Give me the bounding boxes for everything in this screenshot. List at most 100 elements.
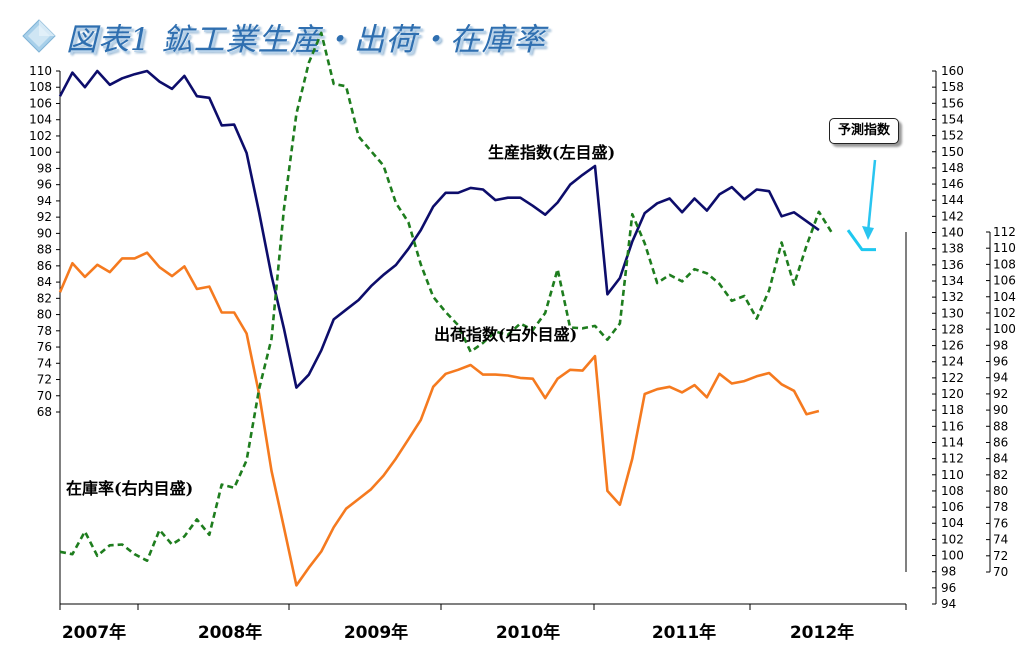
right-outer-axis-tick-label: 98 xyxy=(941,565,956,579)
right-inner-axis-tick-label: 82 xyxy=(993,468,1008,482)
right-outer-axis-tick-label: 146 xyxy=(941,177,964,191)
right-outer-axis-tick-label: 104 xyxy=(941,516,964,530)
right-outer-axis-tick-label: 130 xyxy=(941,306,964,320)
x-axis-year-label: 2010年 xyxy=(496,622,560,643)
right-outer-axis-tick-label: 106 xyxy=(941,500,964,514)
left-axis-tick-label: 106 xyxy=(29,96,52,110)
right-outer-axis-tick-label: 152 xyxy=(941,129,964,143)
right-inner-axis-tick-label: 104 xyxy=(993,290,1016,304)
right-outer-axis-tick-label: 140 xyxy=(941,226,964,240)
right-inner-axis-tick-label: 88 xyxy=(993,419,1008,433)
left-axis-tick-label: 78 xyxy=(37,324,52,338)
left-axis-tick-label: 98 xyxy=(37,161,52,175)
right-inner-axis-tick-label: 106 xyxy=(993,274,1016,288)
right-outer-axis-tick-label: 112 xyxy=(941,452,964,466)
right-outer-axis-tick-label: 126 xyxy=(941,339,964,353)
left-axis-tick-label: 82 xyxy=(37,291,52,305)
left-axis-tick-label: 88 xyxy=(37,243,52,257)
chart-title-text: 図表1 鉱工業生産・出荷・在庫率 xyxy=(66,21,546,58)
right-outer-axis-tick-label: 96 xyxy=(941,581,956,595)
right-outer-axis-tick-label: 110 xyxy=(941,468,964,482)
right-inner-axis-tick-label: 78 xyxy=(993,500,1008,514)
right-outer-axis-tick-label: 156 xyxy=(941,96,964,110)
right-inner-axis-tick-label: 112 xyxy=(993,225,1016,239)
left-axis-tick-label: 104 xyxy=(29,113,52,127)
x-axis-year-label: 2008年 xyxy=(198,622,262,643)
right-inner-axis-tick-label: 76 xyxy=(993,516,1008,530)
x-axis-year-label: 2011年 xyxy=(652,622,716,643)
left-axis-tick-label: 86 xyxy=(37,259,52,273)
right-inner-axis-tick-label: 86 xyxy=(993,435,1008,449)
left-axis-tick-label: 90 xyxy=(37,226,52,240)
right-inner-axis-tick-label: 92 xyxy=(993,387,1008,401)
left-axis-tick-label: 68 xyxy=(37,405,52,419)
left-axis-tick-label: 102 xyxy=(29,129,52,143)
right-inner-axis-tick-label: 110 xyxy=(993,241,1016,255)
inventory-line xyxy=(59,31,833,563)
series-labels: 生産指数(左目盛) 出荷指数(右外目盛) 在庫率(右内目盛) xyxy=(66,143,877,498)
right-outer-axis-tick-label: 118 xyxy=(941,403,964,417)
x-axis-year-label: 2007年 xyxy=(62,622,126,643)
left-axis-tick-label: 92 xyxy=(37,210,52,224)
shipments-line xyxy=(58,251,820,587)
production-line xyxy=(58,69,820,389)
left-axis-tick-label: 94 xyxy=(37,194,52,208)
right-outer-axis-tick-label: 142 xyxy=(941,209,964,223)
right-inner-axis-tick-label: 74 xyxy=(993,533,1008,547)
right-inner-axis-tick-label: 96 xyxy=(993,355,1008,369)
left-axis-tick-label: 80 xyxy=(37,308,52,322)
right-inner-axis-tick-label: 94 xyxy=(993,371,1008,385)
left-axis-tick-label: 84 xyxy=(37,275,52,289)
forecast-callout: 予測指数 xyxy=(829,118,899,144)
right-outer-axis-tick-label: 132 xyxy=(941,290,964,304)
right-inner-axis-tick-label: 98 xyxy=(993,338,1008,352)
right-inner-axis-tick-label: 84 xyxy=(993,452,1008,466)
right-outer-axis-tick-label: 108 xyxy=(941,484,964,498)
right-outer-axis-tick-label: 114 xyxy=(941,435,964,449)
right-outer-axis-tick-label: 150 xyxy=(941,145,964,159)
right-outer-axis-tick-label: 138 xyxy=(941,242,964,256)
x-axis-year-label: 2012年 xyxy=(790,622,854,643)
right-inner-axis-tick-label: 72 xyxy=(993,549,1008,563)
plot-area xyxy=(58,31,876,587)
left-axis-tick-label: 108 xyxy=(29,80,52,94)
left-axis-tick-label: 74 xyxy=(37,356,52,370)
left-axis-tick-label: 96 xyxy=(37,178,52,192)
right-outer-axis-tick-label: 160 xyxy=(941,64,964,78)
right-outer-axis-tick-label: 128 xyxy=(941,322,964,336)
inventory-series-label: 在庫率(右内目盛) xyxy=(66,479,193,498)
right-outer-axis-tick-label: 120 xyxy=(941,387,964,401)
right-outer-axis-tick-label: 124 xyxy=(941,355,964,369)
forecast-line xyxy=(846,229,876,252)
right-outer-axis-tick-label: 116 xyxy=(941,419,964,433)
right-outer-axis-tick-label: 154 xyxy=(941,112,964,126)
right-inner-axis-tick-label: 70 xyxy=(993,565,1008,579)
left-axis-tick-label: 110 xyxy=(29,64,52,78)
right-outer-axis-tick-label: 122 xyxy=(941,371,964,385)
left-axis-tick-label: 70 xyxy=(37,389,52,403)
right-outer-axis-tick-label: 134 xyxy=(941,274,964,288)
chart-title: 図表1 鉱工業生産・出荷・在庫率 xyxy=(22,14,546,58)
chart-axes: 68 70 72 74 76 78 80 82 84 86 88 90 92 94 96 98 100 102 10… xyxy=(29,64,1016,643)
x-axis-year-label: 2009年 xyxy=(344,622,408,643)
left-axis-tick-label: 76 xyxy=(37,340,52,354)
right-inner-axis-tick-label: 102 xyxy=(993,306,1016,320)
right-inner-axis-tick-label: 100 xyxy=(993,322,1016,336)
left-axis-tick-label: 72 xyxy=(37,373,52,387)
right-outer-axis-tick-label: 94 xyxy=(941,597,956,611)
right-outer-axis-tick-label: 102 xyxy=(941,532,964,546)
shipments-series-label: 出荷指数(右外目盛) xyxy=(434,325,577,344)
right-inner-axis-tick-label: 90 xyxy=(993,403,1008,417)
right-outer-axis-tick-label: 100 xyxy=(941,549,964,563)
right-outer-axis-tick-label: 144 xyxy=(941,193,964,207)
right-outer-axis-tick-label: 158 xyxy=(941,80,964,94)
left-axis-tick-label: 100 xyxy=(29,145,52,159)
forecast-arrow-head xyxy=(862,226,874,240)
forecast-arrow-line xyxy=(866,159,877,233)
right-outer-axis-tick-label: 136 xyxy=(941,258,964,272)
right-outer-axis-tick-label: 148 xyxy=(941,161,964,175)
diamond-icon xyxy=(22,19,56,53)
production-series-label: 生産指数(左目盛) xyxy=(488,143,615,162)
right-inner-axis-tick-label: 108 xyxy=(993,257,1016,271)
